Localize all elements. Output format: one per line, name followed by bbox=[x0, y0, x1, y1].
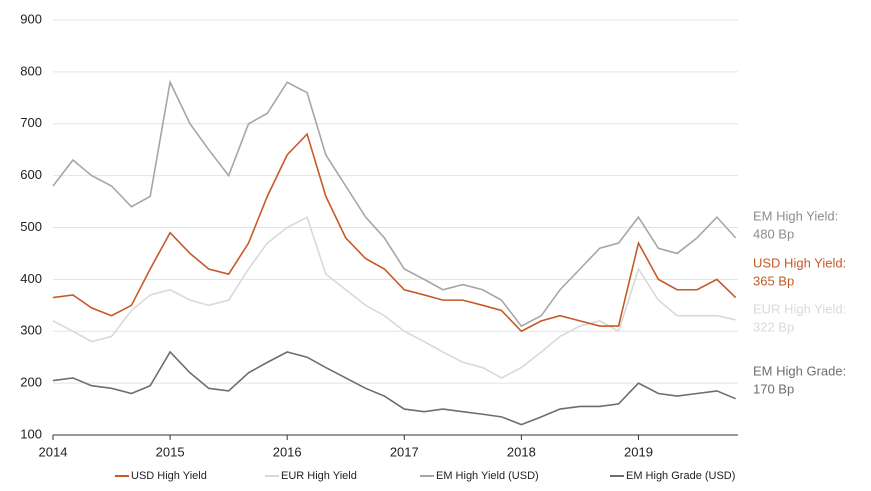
annotation: 170 Bp bbox=[753, 381, 794, 396]
y-tick-label: 800 bbox=[20, 63, 42, 78]
series-line bbox=[52, 79, 737, 328]
y-tick-label: 100 bbox=[20, 426, 42, 441]
y-tick-label: 900 bbox=[20, 11, 42, 26]
x-tick-label: 2016 bbox=[273, 444, 302, 459]
legend-label: EM High Yield (USD) bbox=[436, 470, 539, 482]
annotation: 322 Bp bbox=[753, 319, 794, 334]
annotation: 480 Bp bbox=[753, 226, 794, 241]
annotation: 365 Bp bbox=[753, 273, 794, 288]
annotation: EUR High Yield: bbox=[753, 301, 846, 316]
annotation: EM High Grade: bbox=[753, 363, 846, 378]
x-tick-label: 2018 bbox=[507, 444, 536, 459]
legend-label: EUR High Yield bbox=[281, 470, 357, 482]
y-tick-label: 600 bbox=[20, 167, 42, 182]
legend-label: USD High Yield bbox=[131, 470, 207, 482]
y-tick-label: 400 bbox=[20, 271, 42, 286]
annotation: EM High Yield: bbox=[753, 208, 838, 223]
y-tick-label: 200 bbox=[20, 375, 42, 390]
series-line bbox=[52, 350, 736, 426]
x-tick-label: 2014 bbox=[39, 444, 68, 459]
series-line bbox=[52, 215, 736, 379]
x-tick-label: 2019 bbox=[624, 444, 653, 459]
y-tick-label: 500 bbox=[20, 219, 42, 234]
legend-label: EM High Grade (USD) bbox=[626, 470, 735, 482]
annotation: USD High Yield: bbox=[753, 255, 846, 270]
x-tick-label: 2015 bbox=[156, 444, 185, 459]
x-tick-label: 2017 bbox=[390, 444, 419, 459]
series-line bbox=[52, 132, 737, 333]
y-tick-label: 300 bbox=[20, 323, 42, 338]
y-tick-label: 700 bbox=[20, 115, 42, 130]
